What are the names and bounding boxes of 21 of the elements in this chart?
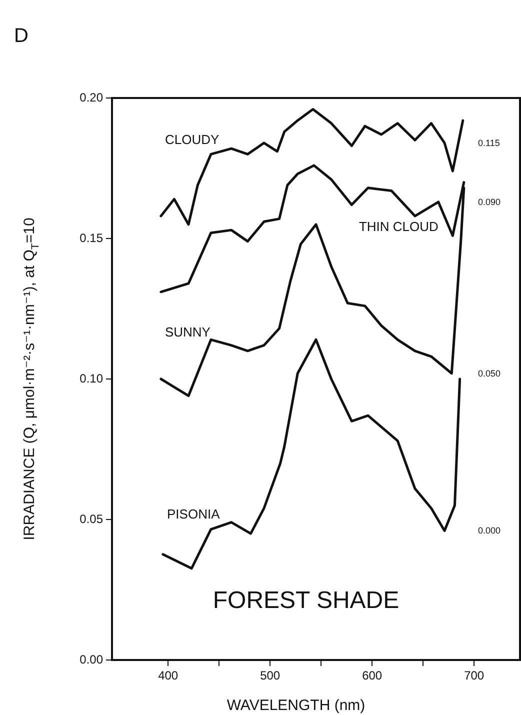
series-label: PISONIA (167, 506, 220, 522)
y-tick-label: 0.10 (80, 371, 104, 386)
x-tick-label: 600 (362, 668, 382, 683)
series-label: THIN CLOUD (358, 219, 438, 234)
y-tick-label: 0.20 (80, 90, 104, 104)
annotation: 0.050 (478, 368, 501, 378)
text: D (14, 25, 28, 47)
x-tick-label: 500 (260, 668, 280, 683)
series-label: SUNNY (164, 324, 211, 340)
text: FOREST SHADE (212, 587, 400, 614)
annotation: 0.000 (478, 526, 501, 536)
y-tick-label: 0.05 (80, 512, 104, 526)
annotation: 0.115 (478, 138, 500, 148)
x-tick-label: 400 (158, 668, 178, 683)
x-axis-title: WAVELENGTH (nm) (226, 697, 366, 714)
x-tick-label: 700 (464, 668, 484, 683)
y-tick-label: 0.00 (80, 652, 104, 666)
annotation: 0.090 (478, 196, 501, 207)
series-label: CLOUDY (164, 132, 220, 147)
y-tick-label: 0.15 (80, 230, 104, 245)
y-axis-title: IRRADIANCE (Q, μmol·m⁻²·s⁻¹·nm⁻¹), at QT=10 (21, 218, 42, 540)
